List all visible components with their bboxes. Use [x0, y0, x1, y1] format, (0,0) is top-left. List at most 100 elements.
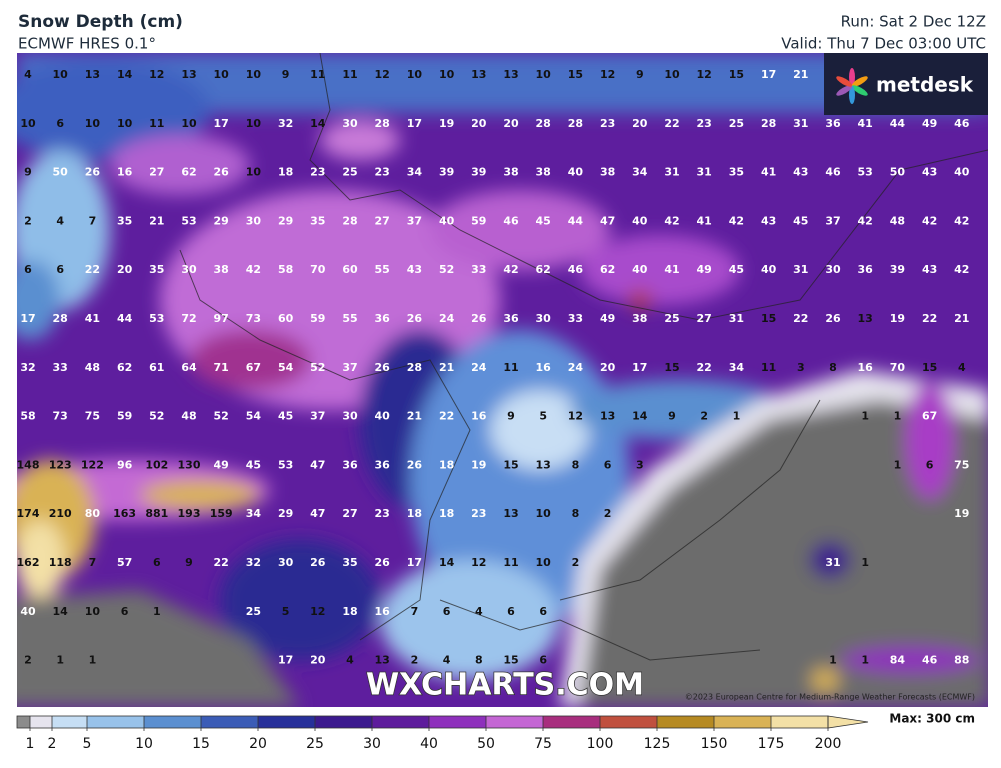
grid-value: 49	[922, 117, 937, 130]
grid-value: 36	[375, 312, 391, 325]
colorbar-swatch	[714, 716, 771, 728]
grid-value: 28	[761, 117, 776, 130]
grid-value: 30	[536, 312, 552, 325]
grid-value: 71	[214, 361, 229, 374]
grid-value: 18	[278, 166, 293, 179]
grid-value: 21	[439, 361, 454, 374]
grid-value: 17	[632, 361, 647, 374]
grid-value: 41	[858, 117, 873, 130]
grid-value: 8	[475, 654, 483, 667]
grid-value: 1	[861, 556, 869, 569]
grid-value: 23	[600, 117, 615, 130]
grid-value: 84	[890, 654, 906, 667]
colorbar-label: 2	[48, 736, 57, 752]
grid-value: 6	[24, 263, 32, 276]
grid-value: 75	[85, 410, 100, 423]
grid-value: 1	[894, 410, 902, 423]
grid-value: 28	[342, 214, 357, 227]
colorbar-label: 20	[249, 736, 267, 752]
grid-value: 11	[503, 556, 518, 569]
grid-value: 42	[858, 214, 873, 227]
grid-value: 42	[503, 263, 518, 276]
grid-value: 31	[793, 117, 808, 130]
grid-value: 40	[632, 263, 648, 276]
grid-value: 10	[246, 117, 262, 130]
grid-value: 2	[24, 214, 32, 227]
grid-value: 30	[342, 117, 358, 130]
grid-value: 10	[117, 117, 133, 130]
colorbar-swatch	[144, 716, 201, 728]
grid-value: 11	[342, 68, 357, 81]
colorbar-label: 40	[420, 736, 438, 752]
grid-value: 31	[729, 312, 744, 325]
grid-value: 67	[922, 410, 937, 423]
colorbar-label: 15	[192, 736, 210, 752]
grid-value: 18	[439, 507, 454, 520]
grid-value: 12	[375, 68, 390, 81]
grid-value: 43	[407, 263, 422, 276]
grid-value: 1	[829, 654, 837, 667]
grid-value: 20	[503, 117, 519, 130]
grid-value: 9	[185, 556, 193, 569]
grid-value: 22	[214, 556, 229, 569]
grid-value: 10	[536, 556, 552, 569]
grid-value: 10	[85, 605, 101, 618]
grid-value: 13	[858, 312, 873, 325]
grid-value: 32	[20, 361, 35, 374]
grid-value: 27	[697, 312, 712, 325]
colorbar-swatch	[17, 716, 30, 728]
grid-value: 25	[246, 605, 261, 618]
grid-value: 35	[729, 166, 744, 179]
grid-value: 35	[117, 214, 132, 227]
grid-value: 44	[890, 117, 906, 130]
grid-value: 48	[890, 214, 905, 227]
grid-value: 34	[632, 166, 648, 179]
grid-value: 28	[536, 117, 551, 130]
grid-value: 22	[697, 361, 712, 374]
grid-value: 42	[729, 214, 744, 227]
grid-value: 36	[825, 117, 841, 130]
grid-value: 6	[443, 605, 451, 618]
grid-value: 61	[149, 361, 164, 374]
grid-value: 16	[117, 166, 133, 179]
grid-value: 22	[922, 312, 937, 325]
colorbar-swatch	[201, 716, 258, 728]
colorbar-swatch	[372, 716, 429, 728]
grid-value: 17	[20, 312, 35, 325]
grid-value: 118	[49, 556, 72, 569]
colorbar-label: 5	[83, 736, 92, 752]
grid-value: 1	[894, 458, 902, 471]
grid-value: 33	[471, 263, 486, 276]
grid-value: 13	[503, 507, 518, 520]
grid-value: 4	[443, 654, 451, 667]
grid-value: 60	[342, 263, 358, 276]
grid-value: 12	[697, 68, 712, 81]
colorbar-label: 30	[363, 736, 381, 752]
grid-value: 30	[342, 410, 358, 423]
grid-value: 55	[342, 312, 357, 325]
grid-value: 26	[214, 166, 230, 179]
grid-value: 35	[149, 263, 164, 276]
colorbar-swatch	[258, 716, 315, 728]
grid-value: 38	[503, 166, 518, 179]
grid-value: 97	[214, 312, 229, 325]
grid-value: 47	[310, 458, 325, 471]
colorbar-arrow	[827, 715, 869, 729]
grid-value: 37	[825, 214, 840, 227]
grid-value: 88	[954, 654, 969, 667]
grid-value: 30	[278, 556, 294, 569]
grid-value: 22	[793, 312, 808, 325]
grid-value: 21	[793, 68, 808, 81]
grid-value: 24	[568, 361, 584, 374]
grid-value: 36	[503, 312, 519, 325]
grid-value: 23	[310, 166, 325, 179]
grid-value: 35	[342, 556, 357, 569]
grid-value: 1	[153, 605, 161, 618]
grid-value: 122	[81, 458, 104, 471]
colorbar-swatch	[315, 716, 372, 728]
grid-value: 7	[89, 214, 97, 227]
grid-value: 11	[310, 68, 325, 81]
grid-value: 15	[503, 654, 518, 667]
grid-value: 47	[600, 214, 615, 227]
grid-value: 43	[793, 166, 808, 179]
